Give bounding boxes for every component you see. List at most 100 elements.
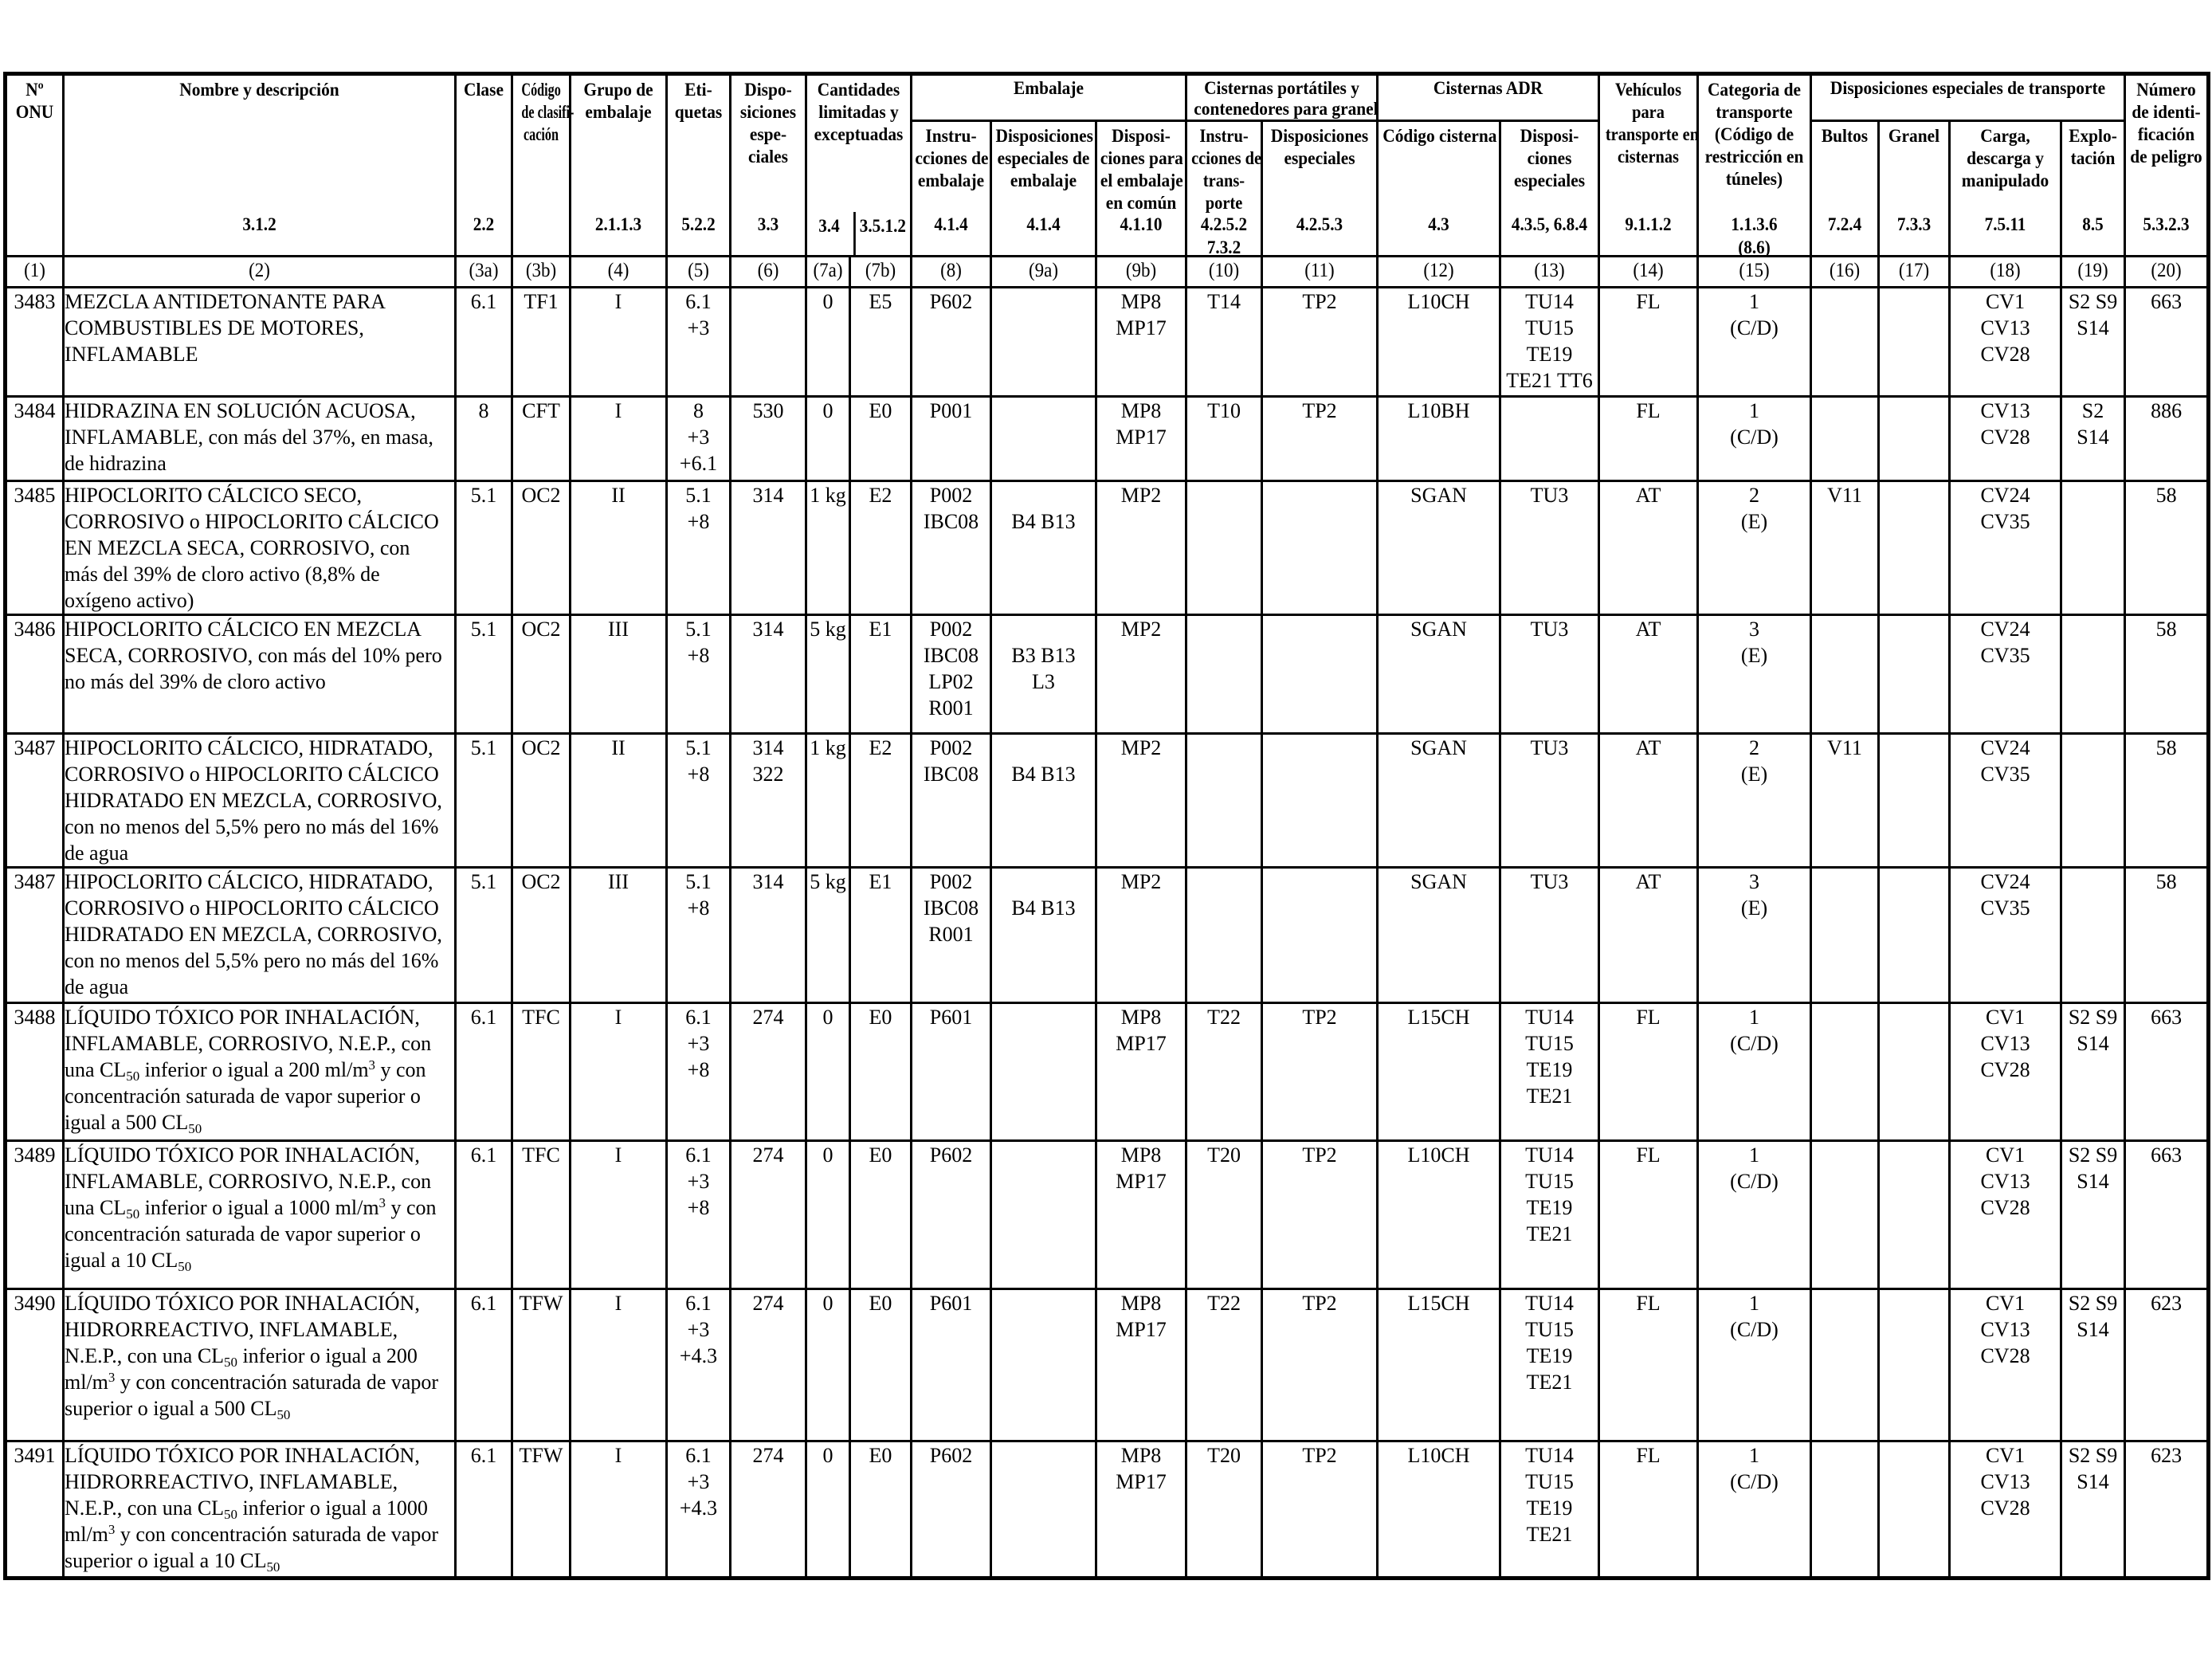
cell-r6-col10: T22 <box>1185 1002 1264 1142</box>
cell-r6-col14: FL <box>1598 1002 1700 1142</box>
column-number-4: (4) <box>569 255 668 288</box>
cell-r8-col4: I <box>569 1288 668 1442</box>
cell-r7-col9b: MP8 MP17 <box>1094 1139 1188 1290</box>
cell-r8-col3b: TFW <box>511 1288 571 1442</box>
cell-r2-col9a: B4 B13 <box>990 480 1097 616</box>
header-col-18: Carga, descarga y manipulado 7.5.11 <box>1948 120 2063 257</box>
cell-r8-col9b: MP8 MP17 <box>1094 1288 1188 1442</box>
cell-r7-col20: 663 <box>2124 1139 2210 1290</box>
header-label: Código de clasifi-cación <box>521 80 575 144</box>
cell-r3-col14: AT <box>1598 614 1700 735</box>
cell-r6-col12: L15CH <box>1376 1002 1502 1142</box>
header-reference: 4.3 <box>1428 214 1449 234</box>
cell-r7-col16 <box>1810 1139 1881 1290</box>
column-number-19: (19) <box>2060 255 2127 288</box>
header-label: Disposi-ciones para el embalaje en común <box>1100 126 1183 213</box>
cell-r5-col14: AT <box>1598 866 1700 1004</box>
header-col-limited-quantities: Cantidades limitadas y exceptuadas 3.4 3.5.1… <box>805 73 912 257</box>
cell-r4-col12: SGAN <box>1376 732 1502 869</box>
column-number-9b: (9b) <box>1094 255 1188 288</box>
header-col-15: Categoria de transporte (Código de restricc… <box>1696 73 1813 257</box>
column-number-label: (13) <box>1534 260 1565 281</box>
header-label: Explo-tación <box>2069 126 2117 168</box>
column-number-13: (13) <box>1499 255 1601 288</box>
column-number-label: (9a) <box>1028 260 1059 281</box>
cell-r0-col9b: MP8 MP17 <box>1094 286 1188 398</box>
cell-r6-col2: LÍQUIDO TÓXICO POR INHALACIÓN, INFLAMABLE… <box>62 1002 457 1142</box>
header-reference: 5.2.2 <box>681 214 716 234</box>
header-label: Nombre y descripción <box>179 80 339 100</box>
cell-r6-col6: 274 <box>729 1002 807 1142</box>
cell-r1-col6: 530 <box>729 395 807 482</box>
cell-r3-col11 <box>1261 614 1379 735</box>
column-number-5: (5) <box>665 255 731 288</box>
cell-r3-col3b: OC2 <box>511 614 571 735</box>
cell-r3-col9a: B3 B13 L3 <box>990 614 1097 735</box>
column-number-label: (4) <box>607 260 629 281</box>
header-label: Dispo-siciones espe-ciales <box>739 80 797 167</box>
cell-r2-col15: 2 (E) <box>1696 480 1813 616</box>
header-label: Disposiciones especiales de transporte <box>1830 78 2106 98</box>
cell-r0-col3a: 6.1 <box>454 286 513 398</box>
column-number-label: (7a) <box>813 260 843 281</box>
header-col-1: Nº ONU <box>4 73 65 257</box>
column-number-1: (1) <box>4 255 65 288</box>
cell-r2-col5: 5.1 +8 <box>665 480 731 616</box>
cell-r1-col4: I <box>569 395 668 482</box>
header-reference: 4.1.4 <box>934 214 968 234</box>
cell-r2-col12: SGAN <box>1376 480 1502 616</box>
header-row-columns: Instru-cciones de embalaje 4.1.4 Disposicio… <box>6 120 2209 257</box>
cell-r2-col1: 3485 <box>4 480 65 616</box>
cell-r9-col18: CV1 CV13 CV28 <box>1948 1440 2063 1579</box>
cell-r5-col7b: E1 <box>849 866 912 1004</box>
cell-r1-col12: L10BH <box>1376 395 1502 482</box>
cell-r6-col7a: 0 <box>805 1002 851 1142</box>
cell-r0-col8: P602 <box>910 286 992 398</box>
cell-r0-col15: 1 (C/D) <box>1696 286 1813 398</box>
header-label: Bultos <box>1821 126 1869 146</box>
header-label: Disposiciones especiales de embalaje <box>995 126 1093 190</box>
header-reference: 4.1.10 <box>1120 214 1163 234</box>
cell-r6-col17 <box>1877 1002 1951 1142</box>
cell-r5-col2: HIPOCLORITO CÁLCICO, HIDRATADO, CORROSIVO… <box>62 866 457 1004</box>
cell-r5-col5: 5.1 +8 <box>665 866 731 1004</box>
cell-r5-col18: CV24 CV35 <box>1948 866 2063 1004</box>
cell-r9-col11: TP2 <box>1261 1440 1379 1579</box>
cell-r9-col14: FL <box>1598 1440 1700 1579</box>
cell-r3-col7a: 5 kg <box>805 614 851 735</box>
cell-r4-col8: P002 IBC08 <box>910 732 992 869</box>
row-un3484-1: 3484 HIDRAZINA EN SOLUCIÓN ACUOSA, INFLAMA… <box>4 395 2210 482</box>
cell-r3-col13: TU3 <box>1499 614 1601 735</box>
header-reference: 8.5 <box>2082 214 2104 234</box>
header-col-20: Número de identi-ficación de peligro 5.3.2.… <box>2124 73 2210 257</box>
cell-r9-col9b: MP8 MP17 <box>1094 1440 1188 1579</box>
cell-r4-col4: II <box>569 732 668 869</box>
cell-r8-col3a: 6.1 <box>454 1288 513 1442</box>
cell-r5-col10 <box>1185 866 1264 1004</box>
cell-r7-col15: 1 (C/D) <box>1696 1139 1813 1290</box>
cell-r1-col8: P001 <box>910 395 992 482</box>
cell-r1-col5: 8 +3 +6.1 <box>665 395 731 482</box>
cell-r9-col3a: 6.1 <box>454 1440 513 1579</box>
table-body: 3483 MEZCLA ANTIDETONANTE PARA COMBUSTIBLE… <box>4 286 2210 1579</box>
cell-r5-col8: P002 IBC08 R001 <box>910 866 992 1004</box>
cell-r7-col9a <box>990 1139 1097 1290</box>
header-reference: 5.3.2.3 <box>2143 214 2190 234</box>
cell-r8-col16 <box>1810 1288 1881 1442</box>
cell-r3-col10 <box>1185 614 1264 735</box>
header-col-16: Bultos 7.2.4 <box>1810 120 1881 257</box>
cell-r0-col5: 6.1 +3 <box>665 286 731 398</box>
cell-r1-col1: 3484 <box>4 395 65 482</box>
cell-r4-col20: 58 <box>2124 732 2210 869</box>
cell-r8-col12: L15CH <box>1376 1288 1502 1442</box>
cell-r3-col7b: E1 <box>849 614 912 735</box>
cell-r5-col11 <box>1261 866 1379 1004</box>
header-col-17: Granel 7.3.3 <box>1877 120 1951 257</box>
header-label: Grupo de embalaje <box>583 80 653 122</box>
table-header: Nº ONU Nombre y descripción 3.1.2 Clase 2.2 Có… <box>4 73 2210 288</box>
column-number-3b: (3b) <box>511 255 571 288</box>
cell-r6-col3b: TFC <box>511 1002 571 1142</box>
cell-r3-col15: 3 (E) <box>1696 614 1813 735</box>
header-label: Granel <box>1888 126 1940 146</box>
cell-r0-col9a <box>990 286 1097 398</box>
